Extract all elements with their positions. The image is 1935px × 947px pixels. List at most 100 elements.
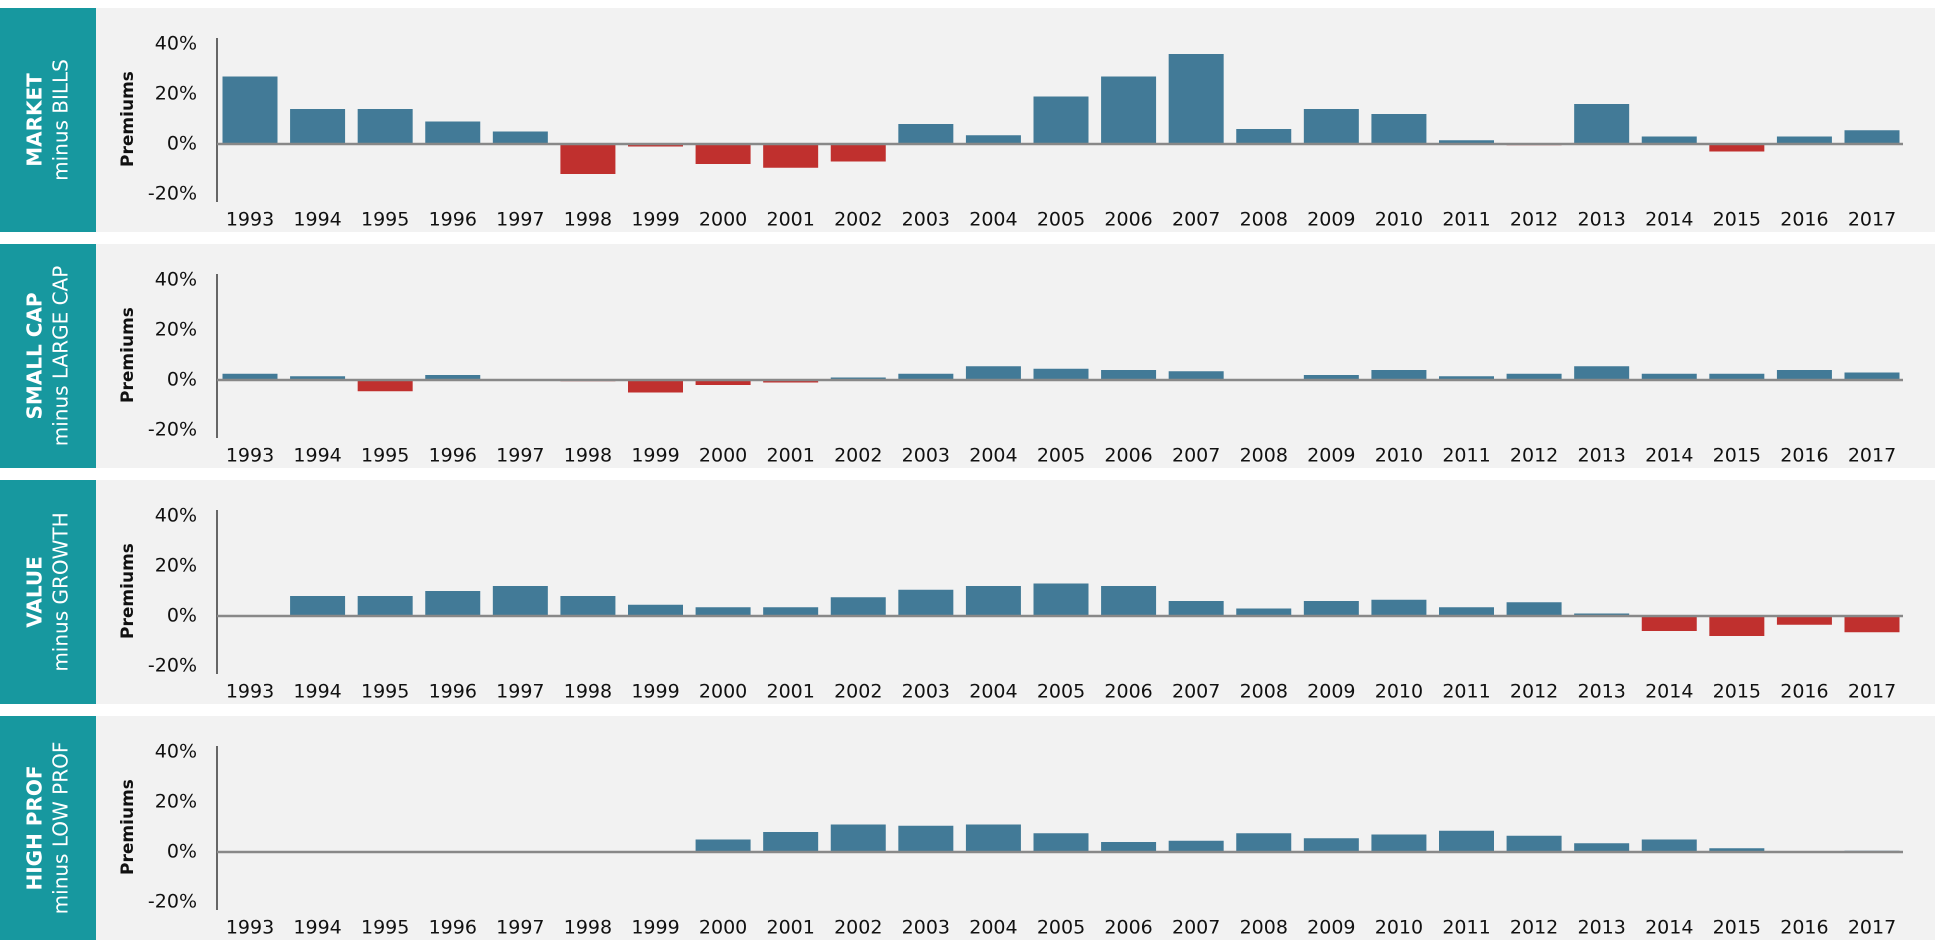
bar — [357, 596, 413, 616]
x-tick-label: 2015 — [1713, 917, 1761, 939]
bar — [1574, 366, 1630, 380]
bar — [1033, 368, 1089, 380]
x-tick-label: 2008 — [1240, 445, 1288, 467]
y-axis-label: Premiums — [118, 307, 138, 403]
x-tick-label: 1997 — [496, 445, 544, 467]
y-tick-label: -20% — [148, 891, 197, 913]
x-tick-label: 1999 — [631, 681, 679, 703]
x-tick-label: 1997 — [496, 917, 544, 939]
y-tick-label: -20% — [148, 419, 197, 441]
bar — [763, 144, 819, 168]
x-tick-label: 1994 — [293, 445, 341, 467]
x-tick-label: 1993 — [226, 445, 274, 467]
bar — [357, 109, 413, 144]
x-tick-label: 2010 — [1375, 681, 1423, 703]
x-tick-label: 2000 — [699, 917, 747, 939]
bar — [1236, 608, 1292, 616]
bar — [695, 380, 751, 385]
bar — [1776, 370, 1832, 380]
bar — [1303, 375, 1359, 380]
x-tick-label: 1999 — [631, 445, 679, 467]
x-tick-label: 2010 — [1375, 209, 1423, 231]
x-tick-label: 2004 — [969, 209, 1017, 231]
bar — [1168, 840, 1224, 852]
x-tick-label: 1998 — [564, 917, 612, 939]
x-tick-label: 2006 — [1104, 917, 1152, 939]
x-tick-label: 2009 — [1307, 917, 1355, 939]
bar — [222, 76, 278, 144]
bar — [290, 596, 346, 616]
x-tick-label: 2005 — [1037, 445, 1085, 467]
bar — [1844, 616, 1900, 633]
panel-label: minus LARGE CAP — [49, 266, 73, 447]
x-tick-label: 2014 — [1645, 209, 1693, 231]
x-tick-label: 2011 — [1442, 209, 1490, 231]
x-tick-label: 2008 — [1240, 917, 1288, 939]
x-tick-label: 2009 — [1307, 681, 1355, 703]
x-tick-label: 1993 — [226, 209, 274, 231]
y-tick-label: 0% — [167, 605, 197, 627]
bar — [1641, 839, 1697, 852]
bar — [1033, 583, 1089, 616]
bar — [965, 586, 1021, 616]
x-tick-label: 2012 — [1510, 681, 1558, 703]
bar — [898, 124, 954, 144]
panel-label-box — [0, 480, 96, 704]
bar — [1641, 373, 1697, 380]
bar — [560, 596, 616, 616]
bar — [1709, 144, 1765, 152]
x-tick-label: 2006 — [1104, 209, 1152, 231]
bar — [425, 121, 481, 144]
x-tick-label: 2013 — [1577, 681, 1625, 703]
x-tick-label: 1994 — [293, 681, 341, 703]
bar — [1303, 601, 1359, 616]
panel-label: MARKET — [23, 73, 47, 167]
bar — [222, 373, 278, 380]
x-tick-label: 1996 — [429, 681, 477, 703]
x-tick-label: 2004 — [969, 681, 1017, 703]
bar — [1641, 136, 1697, 144]
bar — [1101, 842, 1157, 852]
bar — [1303, 838, 1359, 852]
x-tick-label: 1996 — [429, 209, 477, 231]
bar — [830, 144, 886, 162]
y-tick-label: 20% — [155, 791, 197, 813]
panel-label-box — [0, 244, 96, 468]
bar — [898, 373, 954, 380]
bar — [1776, 136, 1832, 144]
bar — [1709, 373, 1765, 380]
x-tick-label: 2012 — [1510, 445, 1558, 467]
panel-label: HIGH PROF — [23, 765, 47, 890]
bar — [1439, 376, 1494, 380]
bar — [695, 839, 751, 852]
y-axis-label: Premiums — [118, 779, 138, 875]
bar — [1168, 371, 1224, 380]
bar — [1574, 104, 1630, 144]
bar — [425, 591, 481, 616]
x-tick-label: 2001 — [766, 209, 814, 231]
bar — [898, 825, 954, 852]
x-tick-label: 1999 — [631, 917, 679, 939]
bar — [965, 366, 1021, 380]
bar — [1371, 834, 1427, 852]
y-axis-label: Premiums — [118, 543, 138, 639]
y-axis-label: Premiums — [118, 71, 138, 167]
bar — [1844, 372, 1900, 380]
x-tick-label: 2006 — [1104, 445, 1152, 467]
x-tick-label: 1997 — [496, 209, 544, 231]
bar — [628, 604, 683, 616]
y-tick-label: 20% — [155, 83, 197, 105]
x-tick-label: 2007 — [1172, 917, 1220, 939]
x-tick-label: 2015 — [1713, 445, 1761, 467]
x-tick-label: 2000 — [699, 681, 747, 703]
y-tick-label: -20% — [148, 655, 197, 677]
bar — [1236, 129, 1292, 144]
panel-label: minus BILLS — [49, 59, 73, 181]
x-tick-label: 1995 — [361, 681, 409, 703]
bar — [560, 144, 616, 174]
bar — [425, 375, 481, 380]
bar — [290, 109, 346, 144]
bar — [1101, 586, 1157, 616]
x-tick-label: 1993 — [226, 681, 274, 703]
x-tick-label: 2002 — [834, 209, 882, 231]
